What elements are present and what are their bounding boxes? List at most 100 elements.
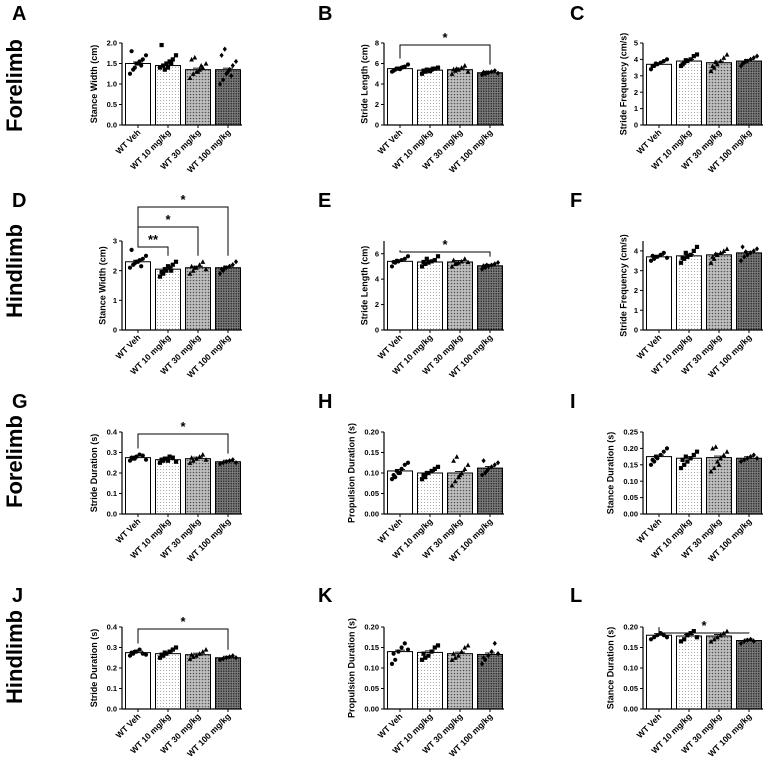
point-a-4-7 bbox=[219, 52, 224, 58]
point-b-4-4 bbox=[489, 69, 494, 75]
bar-f-4 bbox=[736, 252, 762, 331]
point-i-3-5 bbox=[721, 452, 727, 458]
bar-j-4 bbox=[215, 657, 241, 710]
point-h-3-8 bbox=[454, 454, 460, 459]
point-j-4-4 bbox=[227, 654, 232, 660]
point-f-2-8 bbox=[683, 250, 688, 255]
significance-label-b-1: * bbox=[442, 30, 448, 45]
point-a-4-5 bbox=[230, 62, 235, 69]
point-a-4-10 bbox=[229, 73, 234, 79]
point-a-4-8 bbox=[222, 46, 227, 52]
y-tick-label-g-3: 0.3 bbox=[107, 448, 117, 457]
point-l-3-2 bbox=[711, 636, 717, 642]
point-a-3-10 bbox=[198, 63, 204, 68]
y-tick-label-h-3: 0.15 bbox=[364, 448, 379, 457]
point-c-1-8 bbox=[653, 61, 658, 66]
y-axis-label-b: Stride Length (cm) bbox=[360, 44, 370, 124]
point-c-2-6 bbox=[694, 52, 700, 57]
y-tick-label-h-1: 0.05 bbox=[364, 489, 379, 498]
point-e-1-5 bbox=[402, 256, 407, 261]
point-j-3-5 bbox=[200, 649, 206, 654]
point-i-3-6 bbox=[724, 449, 730, 454]
point-d-3-8 bbox=[192, 265, 198, 270]
bar-d-1 bbox=[125, 261, 151, 331]
point-j-4-6 bbox=[233, 655, 239, 661]
panels: A 0.0 0.5 1.0 1.5 2.0 Stance Width (cm) WT Veh W… bbox=[12, 3, 763, 758]
significance-label-d-2: * bbox=[165, 212, 171, 227]
point-b-1-10 bbox=[401, 64, 406, 70]
bar-i-4 bbox=[736, 457, 762, 515]
point-f-3-6 bbox=[724, 246, 730, 252]
panel-letter-e: E bbox=[318, 190, 331, 212]
y-tick-label-h-0: 0.00 bbox=[364, 510, 379, 519]
panel-letter-j: J bbox=[12, 585, 23, 607]
bar-a-2 bbox=[155, 65, 181, 126]
point-i-3-3 bbox=[715, 459, 720, 464]
panel-letter-k: K bbox=[318, 585, 333, 607]
point-a-2-2 bbox=[161, 63, 166, 68]
point-a-2-7 bbox=[159, 42, 164, 48]
point-l-2-2 bbox=[682, 637, 687, 642]
point-a-4-2 bbox=[221, 77, 226, 83]
y-tick-label-i-2: 0.10 bbox=[623, 477, 638, 486]
panel-g: G 0.0 0.1 0.2 0.3 0.4 Stride Duration (s) WT Ve… bbox=[12, 391, 242, 564]
y-tick-label-i-1: 0.05 bbox=[623, 493, 638, 502]
y-axis-label-a: Stance Width (cm) bbox=[89, 45, 99, 123]
point-b-3-4 bbox=[459, 65, 464, 70]
y-tick-label-j-1: 0.1 bbox=[107, 684, 117, 693]
bar-e-4 bbox=[477, 265, 503, 331]
y-axis-label-f: Stride Frequency (cm/s) bbox=[619, 234, 629, 337]
bar-d-4 bbox=[215, 267, 241, 331]
point-e-1-4 bbox=[399, 257, 404, 263]
y-tick-label-e-0: 0 bbox=[375, 326, 379, 335]
point-e-4-4 bbox=[489, 262, 494, 268]
point-h-3-5 bbox=[462, 466, 468, 471]
point-d-1-6 bbox=[143, 253, 149, 258]
category-label-c-1: WT Veh bbox=[635, 127, 664, 156]
point-a-3-2 bbox=[190, 71, 196, 76]
panel-letter-f: F bbox=[570, 190, 582, 212]
point-c-1-5 bbox=[661, 58, 666, 64]
panel-letter-b: B bbox=[318, 3, 332, 25]
point-k-4-1 bbox=[479, 661, 485, 667]
y-tick-label-l-3: 0.15 bbox=[623, 643, 638, 652]
point-d-3-1 bbox=[187, 271, 193, 276]
point-l-2-6 bbox=[694, 635, 700, 640]
point-k-4-6 bbox=[495, 651, 501, 657]
y-tick-label-i-3: 0.15 bbox=[623, 460, 638, 469]
point-f-2-7 bbox=[680, 255, 685, 260]
y-tick-label-g-2: 0.2 bbox=[107, 469, 117, 478]
point-e-4-6 bbox=[495, 260, 501, 266]
bar-l-3 bbox=[706, 635, 732, 710]
point-i-1-8 bbox=[653, 454, 658, 459]
significance-label-e-1: * bbox=[442, 237, 448, 252]
point-j-2-1 bbox=[157, 655, 163, 660]
point-h-1-7 bbox=[391, 472, 396, 478]
category-label-i-1: WT Veh bbox=[635, 516, 664, 545]
point-d-3-7 bbox=[189, 263, 194, 269]
bar-e-3 bbox=[447, 261, 473, 331]
y-tick-label-d-0: 0 bbox=[113, 326, 117, 335]
y-tick-label-h-2: 0.10 bbox=[364, 469, 379, 478]
point-i-2-6 bbox=[694, 449, 700, 454]
bar-f-1 bbox=[646, 256, 672, 331]
point-d-1-8 bbox=[132, 261, 137, 266]
y-axis-label-c: Stride Frequency (cm/s) bbox=[619, 33, 629, 136]
y-tick-label-a-3: 1.5 bbox=[107, 59, 117, 68]
significance-bracket-d-1 bbox=[137, 243, 169, 256]
point-f-2-1 bbox=[678, 260, 684, 265]
point-h-4-1 bbox=[479, 472, 485, 478]
point-a-2-6 bbox=[173, 53, 179, 58]
point-h-2-8 bbox=[424, 470, 429, 476]
point-f-1-6 bbox=[664, 255, 670, 260]
point-g-3-3 bbox=[194, 456, 199, 461]
significance-label-l-1: * bbox=[701, 618, 707, 633]
point-i-2-7 bbox=[680, 457, 685, 462]
point-b-3-8 bbox=[454, 66, 460, 71]
bar-j-3 bbox=[185, 654, 211, 710]
point-i-2-3 bbox=[685, 459, 690, 464]
point-d-4-7 bbox=[219, 266, 224, 272]
point-f-1-4 bbox=[658, 252, 663, 257]
y-tick-label-j-3: 0.3 bbox=[107, 643, 117, 652]
